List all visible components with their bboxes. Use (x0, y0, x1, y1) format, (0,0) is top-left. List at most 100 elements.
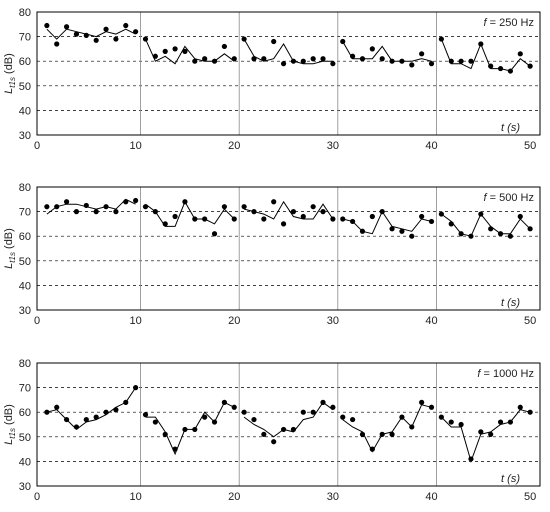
chart-panel-2: 30 40 50 60 70 80 0 10 20 30 40 50 t (s) f = 500 Hz Lt… (3, 182, 541, 327)
data-point (280, 426, 287, 433)
data-point (241, 36, 247, 42)
data-point (448, 58, 454, 64)
data-point (419, 51, 425, 57)
data-point (468, 58, 474, 64)
y-tick-label: 60 (19, 56, 31, 68)
data-point (350, 218, 356, 225)
data-point (290, 58, 297, 64)
x-tick-label: 20 (228, 491, 240, 503)
data-point (231, 56, 237, 62)
data-point (44, 204, 50, 210)
data-point (123, 199, 129, 205)
data-point (113, 209, 119, 215)
data-point (389, 58, 395, 64)
y-tick-label: 40 (19, 105, 31, 117)
x-tick-label: 10 (130, 315, 142, 327)
data-point (507, 68, 514, 74)
data-point (350, 53, 356, 59)
data-point (527, 63, 533, 69)
data-point (379, 209, 385, 215)
series-line (243, 38, 333, 65)
series-line (46, 387, 137, 431)
data-point (261, 56, 267, 62)
data-point (172, 213, 178, 220)
data-point (202, 56, 208, 62)
series-line (243, 401, 334, 438)
plot-frame (36, 11, 541, 136)
data-point (271, 439, 277, 445)
frequency-label: f = 1000 Hz (477, 368, 534, 380)
data-point (83, 202, 89, 209)
data-point (162, 48, 168, 54)
y-tick-label: 60 (19, 407, 31, 419)
x-tick-label: 0 (34, 491, 40, 503)
data-point (142, 36, 149, 42)
data-point (340, 216, 346, 222)
data-point (251, 416, 257, 423)
data-point (497, 65, 504, 72)
data-point (497, 231, 504, 237)
data-point (211, 231, 218, 237)
data-point (93, 37, 99, 43)
y-tick-label: 80 (19, 7, 31, 19)
y-tick-label: 50 (19, 256, 31, 268)
data-point (369, 46, 375, 52)
data-point (93, 414, 99, 420)
data-point (290, 209, 297, 215)
data-point (428, 404, 435, 410)
data-point (340, 414, 346, 420)
data-point (379, 431, 385, 437)
data-point (399, 228, 405, 234)
data-point (73, 209, 80, 215)
data-point (182, 426, 188, 433)
data-point (507, 233, 514, 239)
series-line (342, 41, 432, 62)
data-point (300, 409, 306, 415)
x-tick-label: 0 (34, 315, 40, 327)
x-tick-label: 50 (524, 140, 536, 152)
data-point (320, 209, 326, 215)
series-line (46, 28, 136, 40)
data-point (330, 216, 336, 222)
data-point (63, 199, 70, 205)
frequency-label: f = 500 Hz (484, 192, 534, 204)
data-point (221, 204, 227, 210)
data-point (517, 213, 523, 220)
data-point (192, 426, 198, 433)
y-tick-label: 80 (19, 182, 31, 194)
y-tick-label: 40 (19, 280, 31, 292)
data-point (231, 404, 237, 410)
data-point (133, 197, 139, 204)
data-point (113, 36, 119, 42)
data-point (182, 48, 188, 54)
data-point (123, 22, 129, 29)
data-point (152, 419, 158, 425)
data-point (83, 416, 89, 423)
series-line (342, 210, 432, 235)
chart-panel-1: 30 40 50 60 70 80 0 10 20 30 40 50 t (s) f = 250 Hz Lt… (3, 7, 541, 152)
data-point (350, 416, 356, 423)
data-point (103, 26, 109, 32)
x-tick-label: 40 (425, 140, 437, 152)
data-point (310, 56, 316, 62)
data-point (438, 414, 444, 420)
data-point (103, 409, 109, 415)
data-point (369, 446, 375, 452)
data-point (330, 404, 336, 410)
data-point (202, 216, 208, 222)
data-point (73, 31, 80, 37)
data-point (488, 226, 494, 232)
data-point (320, 399, 326, 405)
series-line (440, 38, 531, 72)
data-point (517, 51, 523, 57)
data-point (507, 419, 514, 425)
x-tick-label: 20 (228, 140, 240, 152)
data-point (428, 218, 435, 225)
data-point (182, 199, 188, 205)
data-point (221, 43, 227, 50)
data-point (330, 61, 336, 67)
x-tick-label: 30 (327, 140, 339, 152)
x-tick-label: 30 (327, 491, 339, 503)
data-point (162, 431, 168, 437)
